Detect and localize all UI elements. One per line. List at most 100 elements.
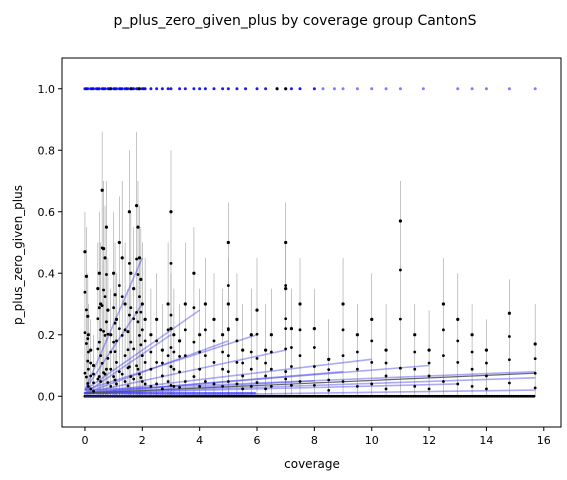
data-point [399, 366, 402, 370]
x-tick-label: 14 [479, 434, 493, 447]
data-point [226, 380, 230, 383]
data-point [203, 328, 207, 332]
point-at-one [226, 87, 230, 91]
data-point [370, 361, 374, 364]
zero-point [239, 391, 243, 395]
data-point [136, 367, 140, 371]
data-point [192, 375, 196, 378]
data-point [160, 361, 164, 365]
data-point [533, 342, 537, 346]
data-point [298, 328, 302, 332]
data-point [192, 340, 196, 344]
data-point [427, 348, 431, 352]
data-point [86, 333, 90, 337]
zero-point [251, 391, 254, 395]
x-tick-label: 10 [365, 434, 379, 447]
data-point [269, 385, 273, 388]
zero-point [235, 391, 238, 395]
data-point [117, 327, 121, 330]
data-point [113, 350, 117, 354]
data-point [143, 339, 147, 343]
data-point [149, 350, 153, 354]
data-point [127, 313, 131, 317]
zero-point [221, 391, 224, 395]
data-point [456, 339, 460, 343]
data-point [91, 363, 96, 368]
data-point [126, 348, 130, 352]
data-point [284, 347, 288, 351]
data-point [143, 382, 147, 386]
zero-point [246, 391, 250, 395]
point-at-one [470, 87, 474, 91]
data-point [86, 337, 90, 341]
plot-area [83, 87, 537, 398]
x-tick-label: 12 [422, 434, 436, 447]
data-point [120, 333, 124, 337]
fit-line [84, 334, 172, 394]
data-point [129, 375, 133, 378]
data-point [92, 381, 95, 385]
data-point [97, 306, 101, 310]
data-point [123, 380, 127, 383]
fit-line [84, 383, 458, 394]
data-point [441, 302, 446, 306]
fit-line [84, 364, 430, 394]
point-at-one [370, 87, 374, 91]
fit-line [84, 370, 536, 391]
data-point [507, 311, 511, 315]
data-point [470, 333, 474, 337]
zero-point [140, 391, 144, 395]
zero-point [241, 391, 245, 395]
zero-point [83, 391, 87, 395]
zero-points [83, 391, 536, 398]
data-point [413, 333, 417, 337]
data-point [123, 328, 127, 332]
zero-point [145, 391, 149, 395]
data-point [221, 385, 224, 388]
data-point [341, 380, 345, 383]
zero-point [131, 391, 135, 395]
zero-point [214, 391, 218, 395]
data-point [327, 388, 331, 392]
y-tick-label: 0.8 [38, 144, 56, 157]
zero-point [163, 391, 167, 395]
data-point [289, 327, 294, 331]
data-point [155, 361, 159, 364]
data-point [86, 359, 90, 363]
data-point [97, 340, 101, 344]
data-point [86, 385, 90, 388]
data-point [370, 382, 374, 386]
data-point [484, 348, 489, 352]
data-point [83, 331, 87, 335]
data-point [235, 317, 239, 321]
data-point [113, 293, 117, 297]
data-point [127, 262, 131, 265]
data-point [203, 354, 207, 358]
data-point [136, 320, 140, 324]
data-point [264, 374, 268, 378]
data-point [100, 361, 104, 365]
data-point [456, 382, 460, 386]
data-point [255, 381, 259, 384]
data-point [83, 250, 87, 254]
data-point [120, 295, 124, 299]
data-point [249, 385, 253, 388]
point-at-one [198, 87, 202, 91]
y-axis-ticks: 0.0 0.2 0.4 0.6 0.8 1.0 [38, 83, 62, 403]
data-point [99, 328, 103, 332]
point-at-one [507, 87, 511, 91]
point-at-one [244, 87, 248, 91]
point-at-one [484, 87, 488, 91]
data-points [83, 188, 537, 393]
data-point [103, 372, 107, 376]
data-point [169, 384, 173, 387]
data-point [92, 389, 95, 393]
zero-point [120, 391, 123, 395]
data-point [221, 367, 224, 371]
data-point [120, 372, 124, 376]
x-tick-label: 6 [254, 434, 261, 447]
zero-point [129, 391, 133, 395]
point-at-one [183, 87, 187, 91]
data-point [172, 350, 176, 354]
